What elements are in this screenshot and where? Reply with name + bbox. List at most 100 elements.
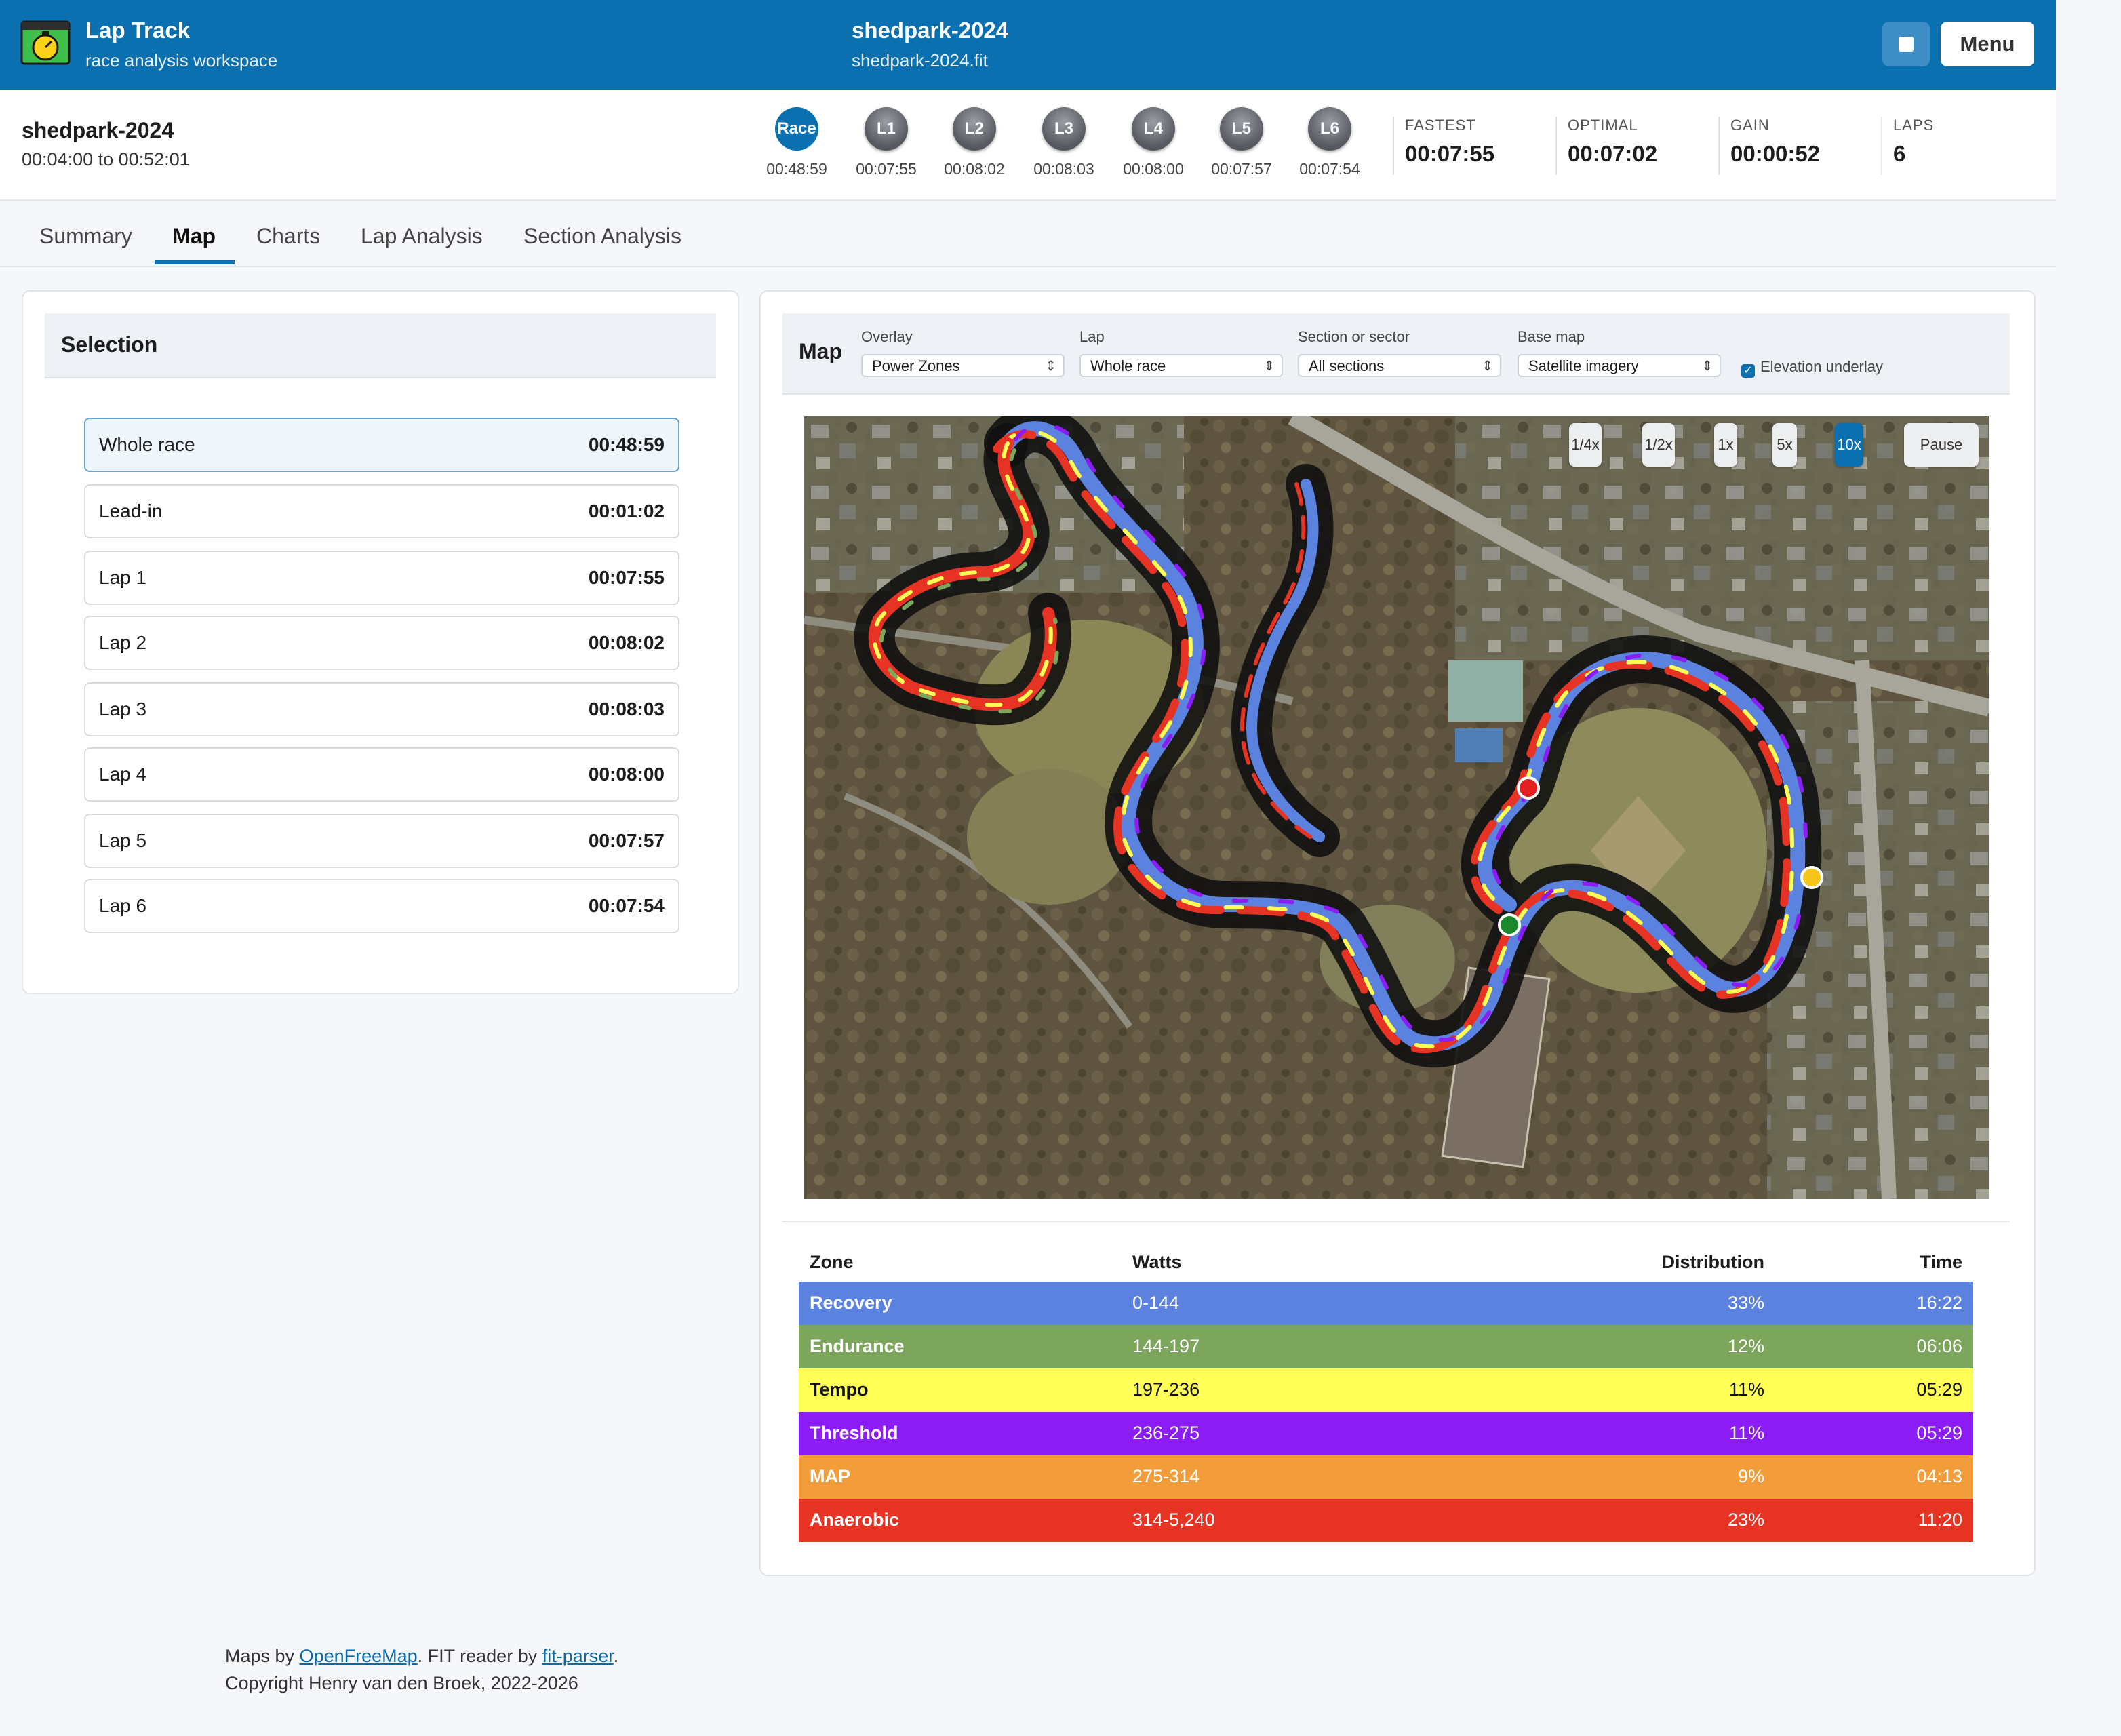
lap-chip-badge: L4 — [1132, 107, 1175, 151]
footer-text: Maps by — [225, 1646, 300, 1666]
selection-item-label: Lap 5 — [99, 830, 147, 851]
lap-chip-l6[interactable]: L6 00:07:54 — [1292, 107, 1367, 178]
race-name: shedpark-2024 — [22, 118, 174, 142]
selection-item-label: Lap 1 — [99, 567, 147, 588]
stat-label: LAPS — [1893, 117, 1935, 134]
race-header: shedpark-2024 00:04:00 to 00:52:01 Race … — [0, 90, 2056, 201]
document-file: shedpark-2024.fit — [852, 50, 988, 71]
zone-distribution: 9% — [1737, 1466, 1764, 1486]
lap-chip-time: 00:07:54 — [1299, 160, 1360, 178]
stat-label: OPTIMAL — [1568, 117, 1638, 134]
stat-value: 00:07:02 — [1568, 141, 1658, 166]
lap-chip-l4[interactable]: L4 00:08:00 — [1116, 107, 1191, 178]
zone-row: Anaerobic 314-5,240 23% 11:20 — [799, 1499, 1973, 1542]
lap-chip-l2[interactable]: L2 00:08:02 — [937, 107, 1012, 178]
speed-5x-button[interactable]: 5x — [1772, 423, 1797, 467]
tab-section-analysis[interactable]: Section Analysis — [523, 224, 682, 248]
section-label: Section or sector — [1298, 328, 1410, 345]
tab-lap-analysis[interactable]: Lap Analysis — [361, 224, 483, 248]
tab-summary[interactable]: Summary — [39, 224, 132, 248]
divider — [782, 1221, 2010, 1222]
zone-watts: 144-197 — [1132, 1336, 1200, 1356]
lap-chip-l3[interactable]: L3 00:08:03 — [1027, 107, 1101, 178]
lap-chip-l1[interactable]: L1 00:07:55 — [849, 107, 924, 178]
map-view[interactable]: 1/4x 1/2x 1x 5x 10x Pause — [804, 416, 1989, 1199]
selection-item-label: Lap 3 — [99, 698, 147, 719]
zone-name: Recovery — [810, 1293, 892, 1313]
zone-watts: 0-144 — [1132, 1293, 1180, 1313]
footer-credits: Maps by OpenFreeMap. FIT reader by fit-p… — [225, 1642, 618, 1670]
zone-distribution: 11% — [1728, 1379, 1764, 1400]
lap-chip-badge: Race — [775, 107, 818, 151]
selection-item-label: Lead-in — [99, 500, 163, 521]
section-select[interactable]: All sections ⇕ — [1298, 354, 1501, 377]
stat-label: FASTEST — [1405, 117, 1476, 134]
zone-row: Endurance 144-197 12% 06:06 — [799, 1325, 1973, 1368]
selection-panel: Selection Whole race 00:48:59 Lead-in 00… — [22, 290, 739, 994]
selection-item-lead-in[interactable]: Lead-in 00:01:02 — [84, 484, 679, 538]
selection-item-label: Lap 6 — [99, 895, 147, 916]
zone-time: 04:13 — [1916, 1466, 1962, 1486]
lap-select[interactable]: Whole race ⇕ — [1079, 354, 1283, 377]
lap-chip-badge: L3 — [1042, 107, 1086, 151]
zone-table: Zone Watts Distribution Time Recovery 0-… — [799, 1241, 1973, 1542]
selection-item-time: 00:08:02 — [588, 632, 665, 653]
selection-item-lap-2[interactable]: Lap 2 00:08:02 — [84, 616, 679, 670]
lap-value: Whole race — [1090, 357, 1166, 374]
speed-half-button[interactable]: 1/2x — [1642, 423, 1675, 467]
zone-distribution: 12% — [1727, 1336, 1764, 1356]
speed-1x-button[interactable]: 1x — [1714, 423, 1737, 467]
selection-item-lap-4[interactable]: Lap 4 00:08:00 — [84, 747, 679, 802]
selection-item-time: 00:08:00 — [588, 764, 665, 785]
selection-item-whole-race[interactable]: Whole race 00:48:59 — [84, 418, 679, 472]
selection-item-label: Lap 2 — [99, 632, 147, 653]
selection-item-lap-6[interactable]: Lap 6 00:07:54 — [84, 879, 679, 933]
speed-10x-button[interactable]: 10x — [1835, 423, 1863, 467]
stop-button[interactable] — [1882, 22, 1930, 66]
lap-chip-time: 00:08:00 — [1123, 160, 1184, 178]
zone-distribution: 23% — [1727, 1510, 1764, 1530]
zone-time: 16:22 — [1916, 1293, 1962, 1313]
openfreemap-link[interactable]: OpenFreeMap — [299, 1646, 418, 1666]
lap-chip-l5[interactable]: L5 00:07:57 — [1204, 107, 1279, 178]
zone-watts: 314-5,240 — [1132, 1510, 1215, 1530]
map-panel: Map Overlay Power Zones ⇕ Lap Whole race… — [759, 290, 2036, 1576]
col-time-header: Time — [1920, 1252, 1962, 1272]
zone-table-header: Zone Watts Distribution Time — [799, 1241, 1973, 1282]
selection-item-time: 00:07:54 — [588, 895, 665, 916]
selection-item-lap-1[interactable]: Lap 1 00:07:55 — [84, 551, 679, 605]
stat-value: 00:07:55 — [1405, 141, 1495, 166]
footer: Maps by OpenFreeMap. FIT reader by fit-p… — [225, 1642, 618, 1697]
finish-marker-icon — [1498, 913, 1521, 936]
zone-row: Tempo 197-236 11% 05:29 — [799, 1368, 1973, 1412]
overlay-select[interactable]: Power Zones ⇕ — [861, 354, 1065, 377]
footer-text: . FIT reader by — [417, 1646, 542, 1666]
selection-item-time: 00:48:59 — [588, 434, 665, 455]
zone-row: Threshold 236-275 11% 05:29 — [799, 1412, 1973, 1455]
active-tab-indicator — [155, 260, 235, 264]
document-title: shedpark-2024 — [852, 18, 1009, 43]
base-map-value: Satellite imagery — [1528, 357, 1639, 374]
section-value: All sections — [1309, 357, 1385, 374]
lap-chip-race[interactable]: Race 00:48:59 — [759, 107, 834, 178]
pause-button[interactable]: Pause — [1904, 423, 1979, 467]
fit-parser-link[interactable]: fit-parser — [542, 1646, 614, 1666]
zone-time: 05:29 — [1916, 1423, 1962, 1443]
copyright: Copyright Henry van den Broek, 2022-2026 — [225, 1673, 578, 1693]
selection-item-lap-5[interactable]: Lap 5 00:07:57 — [84, 814, 679, 868]
selection-item-label: Whole race — [99, 434, 195, 455]
stopwatch-icon — [20, 20, 71, 65]
zone-distribution: 11% — [1728, 1423, 1764, 1443]
base-map-select[interactable]: Satellite imagery ⇕ — [1518, 354, 1721, 377]
elevation-underlay-toggle[interactable]: ✓ Elevation underlay — [1741, 358, 1883, 378]
lap-chip-time: 00:07:55 — [856, 160, 917, 178]
base-map-label: Base map — [1518, 328, 1585, 345]
speed-quarter-button[interactable]: 1/4x — [1569, 423, 1602, 467]
tab-charts[interactable]: Charts — [256, 224, 321, 248]
zone-row: MAP 275-314 9% 04:13 — [799, 1455, 1973, 1499]
satellite-map — [804, 416, 1989, 1199]
selection-item-lap-3[interactable]: Lap 3 00:08:03 — [84, 682, 679, 736]
lap-chip-time: 00:48:59 — [766, 160, 827, 178]
menu-button[interactable]: Menu — [1941, 22, 2034, 66]
tab-map[interactable]: Map — [172, 224, 216, 248]
